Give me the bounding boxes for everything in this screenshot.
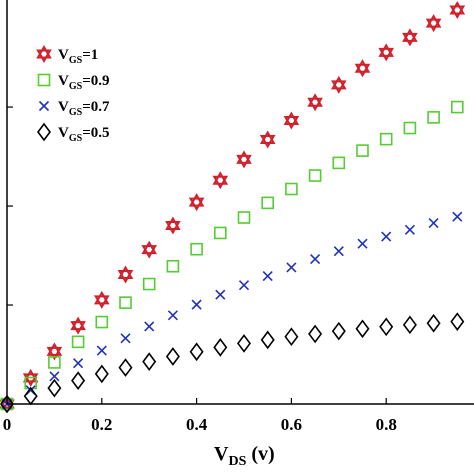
data-point (48, 356, 61, 369)
data-point (357, 238, 368, 249)
data-point (96, 345, 107, 356)
data-point (450, 100, 464, 114)
data-point (141, 240, 157, 259)
legend-marker (37, 73, 51, 87)
data-point (261, 196, 275, 210)
data-point (167, 310, 178, 321)
data-point (403, 121, 417, 135)
data-point (333, 246, 344, 257)
legend-entry: VGS=1 (58, 47, 98, 66)
series-2 (0, 100, 464, 411)
data-point (165, 347, 180, 366)
data-point (425, 14, 442, 33)
data-point (285, 182, 298, 196)
data-point (331, 321, 346, 341)
data-point (262, 271, 273, 282)
data-point (189, 342, 204, 362)
data-point (215, 289, 226, 300)
legend-marker (37, 122, 51, 142)
data-point (214, 226, 227, 240)
data-point (378, 43, 394, 62)
legend-marker (36, 44, 52, 64)
data-point (49, 371, 60, 382)
legend-entry: VGS=0.5 (58, 125, 110, 144)
data-point (332, 156, 346, 170)
data-point (331, 75, 347, 94)
x-tick-label: 0 (3, 415, 12, 434)
data-point (95, 315, 109, 329)
x-axis-label: VDS (v) (214, 443, 275, 469)
data-point (94, 364, 109, 384)
data-point (212, 171, 229, 190)
data-point (449, 1, 466, 20)
data-point (213, 338, 228, 357)
data-point (402, 315, 417, 335)
data-point (166, 259, 180, 273)
data-point (381, 231, 392, 242)
data-point (70, 316, 86, 335)
legend: VGS=1 VGS=0.9 VGS=0.7 VGS=0.5 (30, 40, 138, 158)
data-point (428, 217, 439, 229)
data-point (94, 290, 110, 309)
data-point (286, 262, 297, 273)
data-point (46, 342, 63, 361)
data-point (238, 280, 250, 291)
data-point (379, 132, 393, 146)
data-point (144, 321, 155, 332)
data-point (118, 358, 133, 377)
data-point (402, 28, 418, 47)
data-point (0, 394, 14, 414)
data-point (283, 111, 300, 130)
x-axis-label-main: V (214, 443, 229, 465)
data-point (354, 59, 371, 78)
data-point (355, 319, 370, 339)
data-point (22, 368, 39, 387)
data-point (284, 327, 299, 347)
x-tick-label: 0.8 (376, 415, 397, 434)
x-axis-label-unit: (v) (246, 443, 274, 465)
data-point (260, 330, 275, 350)
legend-entry: VGS=0.7 (58, 99, 110, 118)
x-tick-label: 0.2 (91, 415, 112, 434)
data-point (236, 150, 252, 169)
data-point (307, 93, 323, 112)
data-point (308, 324, 323, 344)
data-point (259, 130, 276, 149)
x-tick-label: 0.4 (186, 415, 208, 434)
data-point (47, 378, 62, 398)
legend-marker (38, 100, 50, 112)
data-point (237, 334, 251, 353)
data-point (308, 169, 322, 182)
legend-entry: VGS=0.9 (58, 73, 110, 92)
data-point (142, 352, 157, 371)
data-point (73, 358, 84, 369)
x-axis-label-sub: DS (228, 454, 246, 469)
data-point (450, 312, 465, 331)
data-point (356, 144, 369, 157)
data-point (237, 211, 251, 224)
legend-box (30, 40, 138, 158)
data-point (188, 193, 205, 212)
data-point (404, 224, 415, 235)
data-point (71, 335, 85, 349)
data-point (119, 296, 132, 309)
data-point (310, 254, 321, 265)
data-point (379, 317, 394, 337)
x-tick-label: 0.6 (281, 415, 302, 434)
data-point (71, 371, 86, 390)
data-point (117, 265, 134, 284)
data-point (426, 313, 441, 333)
data-point (190, 242, 203, 256)
data-point (142, 277, 156, 291)
series-3 (1, 211, 463, 410)
data-point (427, 111, 440, 124)
data-point (120, 333, 131, 344)
x-tick-labels: 0 0.2 0.4 0.6 0.8 (3, 415, 397, 434)
data-point (452, 211, 463, 222)
data-point (191, 299, 202, 310)
data-point (165, 216, 181, 235)
